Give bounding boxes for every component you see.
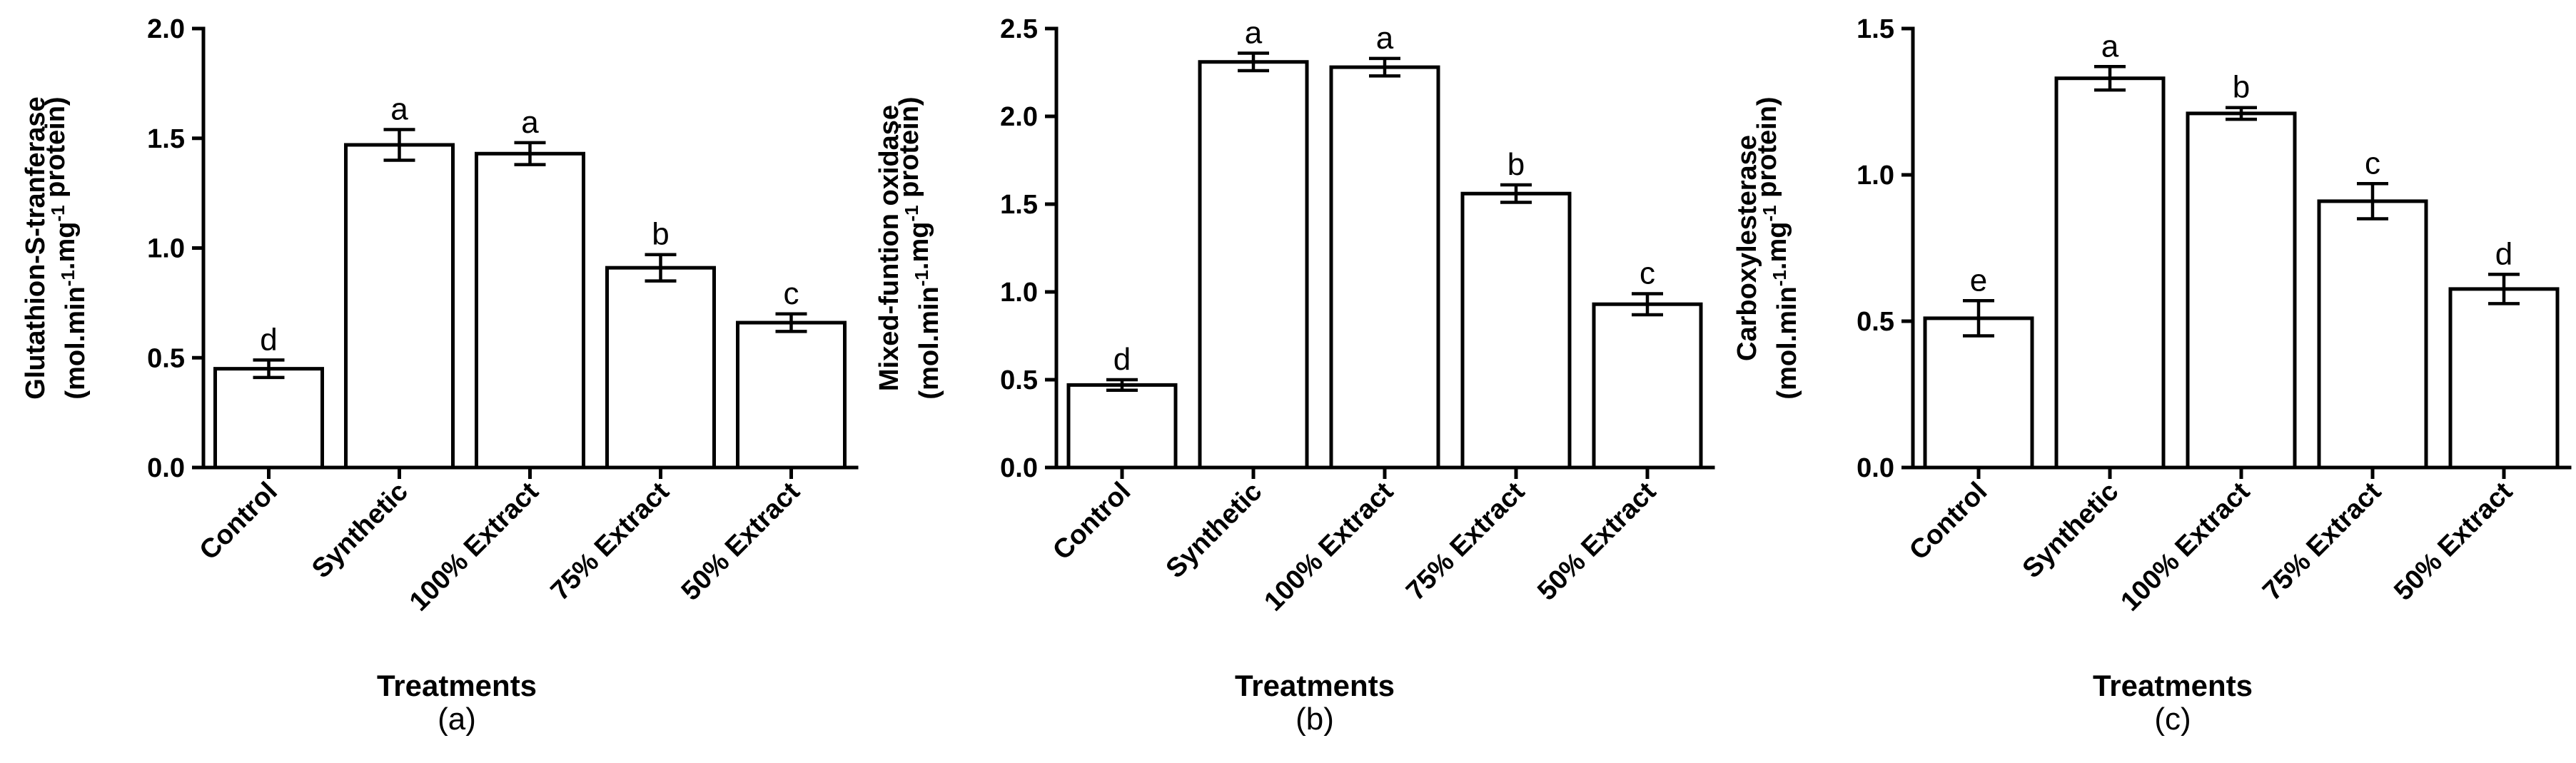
y-axis-label-line1: Mixed-funtion oxidase — [874, 105, 904, 391]
y-tick-label: 0.5 — [1857, 307, 1894, 337]
x-tick-label: 75% Extract — [545, 476, 675, 606]
y-tick-label: 0.0 — [1000, 453, 1038, 483]
bar — [1329, 65, 1440, 470]
y-tick-label: 1.5 — [147, 124, 185, 154]
y-axis-label-superscript: -1 — [911, 270, 932, 286]
x-tick-label: 100% Extract — [404, 476, 545, 617]
y-axis-label-line2: (mol.min-1.mg-1 protein) — [1752, 96, 1802, 399]
bar — [736, 320, 847, 470]
x-tick-label: 50% Extract — [1532, 476, 1662, 606]
significance-letter: a — [1245, 15, 1263, 50]
bar — [2448, 287, 2560, 470]
x-tick-label: Control — [1047, 477, 1136, 566]
x-axis-label: Treatments — [377, 669, 537, 702]
significance-letter: a — [521, 105, 539, 140]
significance-letter: d — [1113, 342, 1131, 377]
y-tick-label: 2.5 — [1000, 14, 1038, 44]
significance-letter: a — [1376, 21, 1394, 56]
y-tick-label: 0.0 — [147, 453, 185, 483]
bar — [1592, 302, 1703, 470]
y-axis-label-part: protein) — [894, 96, 924, 205]
y-axis-label-part: (mol.min — [1772, 286, 1802, 399]
significance-letter: a — [390, 91, 408, 126]
bar — [344, 143, 455, 470]
significance-letter: c — [2365, 146, 2380, 181]
x-tick-label: 75% Extract — [1400, 476, 1530, 606]
y-axis-label-part: protein) — [1752, 96, 1782, 205]
y-tick-label: 1.0 — [1000, 278, 1038, 308]
y-axis-label-part: protein) — [41, 96, 71, 205]
y-axis-label-superscript: -1 — [1769, 270, 1790, 286]
x-tick-label: 75% Extract — [2257, 476, 2387, 606]
bar — [213, 367, 324, 470]
y-axis-label-part: .mg — [51, 222, 81, 271]
significance-letter: d — [2495, 236, 2512, 271]
y-axis-label-part: .mg — [1762, 222, 1792, 271]
y-axis-label-superscript: -1 — [47, 205, 69, 221]
bar — [1066, 383, 1178, 470]
y-tick-label: 1.0 — [147, 234, 185, 264]
y-axis-label-part: (mol.min — [61, 286, 91, 399]
bar — [1460, 191, 1572, 470]
panel-label: (a) — [438, 702, 476, 737]
significance-letter: d — [260, 322, 277, 357]
x-tick-label: 100% Extract — [2115, 476, 2256, 617]
y-axis-label-line2: (mol.min-1.mg-1 protein) — [41, 96, 91, 399]
y-tick-label: 0.0 — [1857, 453, 1894, 483]
y-axis-label-line2: (mol.min-1.mg-1 protein) — [894, 96, 944, 399]
x-tick-label: 100% Extract — [1258, 476, 1399, 617]
y-axis-label-superscript: -1 — [1759, 205, 1780, 221]
y-axis-label-part: .mg — [904, 222, 934, 271]
y-axis-label-superscript: -1 — [57, 270, 79, 286]
x-axis-label: Treatments — [1235, 669, 1395, 702]
significance-letter: b — [652, 217, 669, 252]
y-tick-label: 1.5 — [1000, 190, 1038, 220]
bar — [2317, 199, 2428, 470]
x-tick-label: 50% Extract — [2388, 476, 2518, 606]
y-axis-label-line1: Glutathion-S-tranferase — [21, 96, 51, 399]
y-tick-label: 0.5 — [1000, 365, 1038, 395]
panel-label: (c) — [2154, 702, 2191, 737]
y-axis-label-line1: Carboxylesterase — [1732, 135, 1762, 361]
significance-letter: b — [2233, 70, 2250, 105]
x-tick-label: Control — [194, 477, 283, 566]
y-axis-label-part: (mol.min — [914, 286, 944, 399]
bar — [2186, 111, 2297, 470]
bar — [475, 151, 585, 470]
y-tick-label: 1.0 — [1857, 161, 1894, 191]
significance-letter: c — [1640, 256, 1655, 290]
y-axis-label-superscript: -1 — [901, 205, 922, 221]
y-tick-label: 2.0 — [1000, 102, 1038, 132]
y-tick-label: 0.5 — [147, 343, 185, 373]
y-tick-label: 1.5 — [1857, 14, 1894, 44]
x-tick-label: Synthetic — [306, 477, 414, 585]
significance-letter: b — [1507, 147, 1525, 182]
panel-label: (b) — [1295, 702, 1334, 737]
x-tick-label: Synthetic — [2017, 477, 2125, 585]
x-tick-label: Control — [1904, 477, 1993, 566]
x-tick-label: Synthetic — [1161, 477, 1268, 585]
bar — [605, 266, 716, 470]
significance-letter: e — [1970, 263, 1987, 298]
bar — [2054, 76, 2166, 470]
y-tick-label: 2.0 — [147, 14, 185, 44]
bar — [1923, 316, 2034, 470]
x-tick-label: 50% Extract — [676, 476, 806, 606]
significance-letter: a — [2101, 29, 2119, 64]
bar — [1198, 60, 1309, 470]
significance-letter: c — [784, 276, 799, 311]
x-axis-label: Treatments — [2093, 669, 2253, 702]
